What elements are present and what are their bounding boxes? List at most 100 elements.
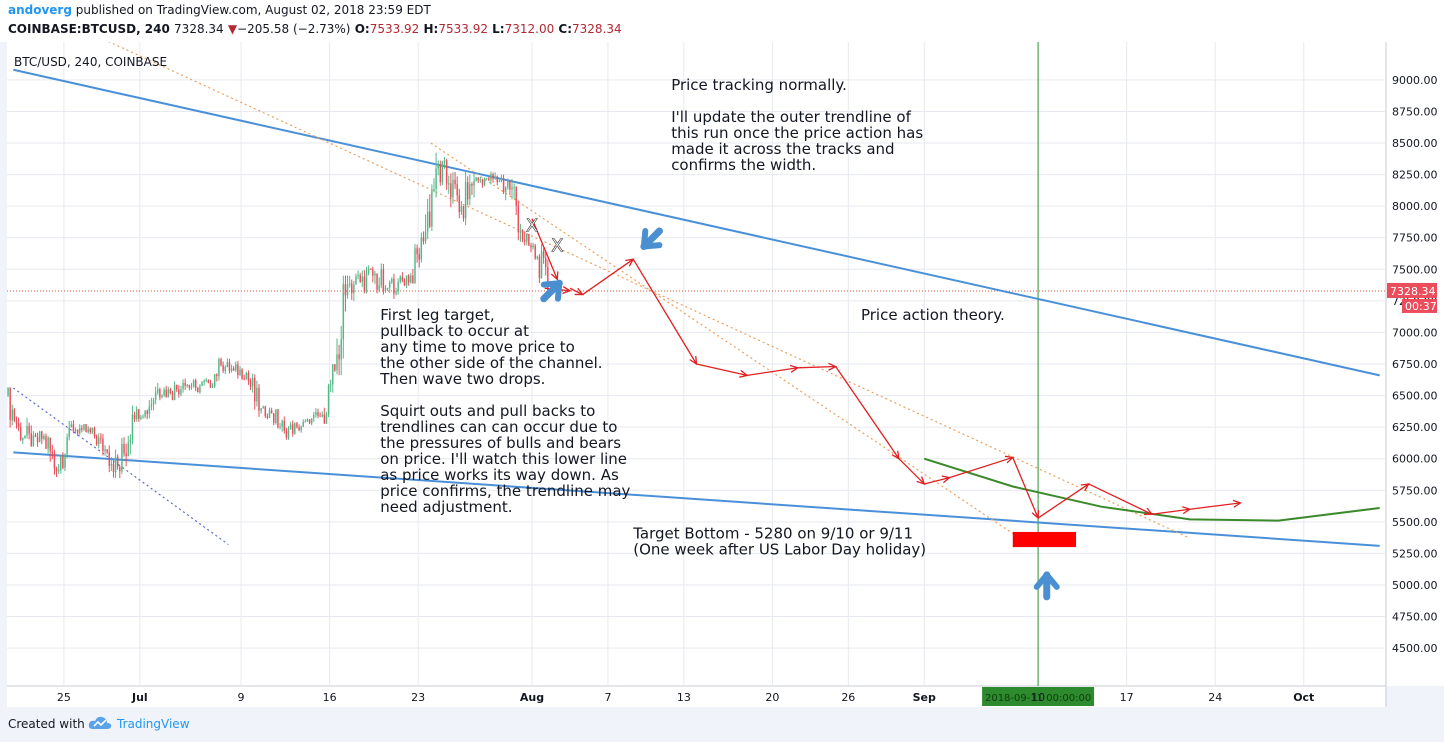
time-axis[interactable] (7, 686, 1386, 707)
candle-body (13, 409, 16, 421)
blue-arrow-up (1033, 571, 1060, 601)
y-tick-label: 7750.00 (1392, 232, 1438, 245)
date-marker-label: 2018-09-11 00:00:00 (985, 693, 1091, 704)
candle-body (304, 421, 307, 423)
candle-body (433, 189, 435, 192)
candle-body (81, 428, 83, 430)
candle-body (308, 419, 311, 424)
candle-body (492, 173, 494, 179)
price-change: −205.58 (−2.73%) (237, 22, 351, 36)
author-link[interactable]: andoverg (8, 3, 72, 17)
candle-body (397, 281, 399, 292)
x-tick-label: 13 (677, 691, 691, 704)
price-chart[interactable]: 2018-09-11 00:00:00 XX Price tracking no… (0, 42, 1444, 707)
candle-body (502, 178, 505, 193)
candle-body (209, 382, 212, 388)
candle-body (380, 269, 383, 286)
candle-body (264, 406, 267, 417)
projection-arrows: XX (526, 215, 1242, 548)
candle-body (469, 183, 471, 200)
candle-body (17, 423, 20, 428)
candle-body (496, 176, 498, 183)
candle-body (490, 173, 492, 181)
candle-body (511, 187, 513, 190)
candle-body (386, 287, 389, 289)
candle-body (182, 382, 184, 389)
annotation-line: price confirms, the trendline may (380, 482, 630, 500)
blue-arrow-up-head (1033, 571, 1060, 590)
chart-title: BTC/USD, 240, COINBASE (14, 55, 167, 69)
candle-body (256, 387, 258, 402)
projected-bottom-curve (923, 457, 1380, 522)
candle-body (224, 366, 226, 371)
y-tick-label: 6000.00 (1392, 453, 1438, 466)
x-tick-label: 9 (238, 691, 245, 704)
tradingview-link[interactable]: TradingView (117, 717, 190, 731)
candle-body (64, 454, 66, 468)
candle-body (188, 384, 191, 388)
blue-arrow-down-left (640, 227, 663, 251)
candle-body (458, 195, 461, 213)
candle-body (140, 417, 142, 419)
candle-body (104, 449, 106, 452)
candle-body (460, 206, 463, 213)
candle-body (45, 435, 47, 449)
candle-body (348, 283, 351, 285)
y-tick-label: 7500.00 (1392, 263, 1438, 276)
candle-body (507, 180, 509, 188)
candle-body (216, 374, 218, 377)
projection-arrow (569, 287, 583, 296)
upper-trendline (13, 68, 1380, 377)
candle-body (34, 435, 37, 437)
symbol-info: COINBASE:BTCUSD, 240 7328.34 ▼−205.58 (−… (8, 22, 622, 36)
footer: Created with TradingView (0, 707, 1444, 742)
tradingview-cloud-icon[interactable] (88, 715, 112, 731)
candle-body (344, 284, 347, 296)
y-tick-label: 6250.00 (1392, 421, 1438, 434)
candle-body (544, 257, 547, 268)
axis-labels: 4500.00 4750.00 5000.00 5250.00 5500.00 5750.… (57, 74, 1438, 704)
candle-body (66, 437, 68, 455)
candle-body (372, 269, 374, 276)
annotation-line: trendlines can can occur due to (380, 418, 617, 436)
projection-arrow (696, 363, 748, 376)
candle-body (154, 392, 157, 400)
candle-body (190, 387, 193, 389)
projection-arrow (1088, 483, 1153, 515)
projection-arrow-head (550, 271, 559, 281)
y-tick-label: 9000.00 (1392, 74, 1438, 87)
candle-body (287, 428, 290, 438)
candle-body (68, 427, 70, 438)
candle-body (159, 389, 161, 398)
candle-body (226, 362, 229, 367)
blue-arrow-up-left-head (540, 280, 563, 302)
candle-body (197, 387, 199, 393)
candles (7, 152, 551, 479)
lower-trendline (13, 451, 1380, 547)
candle-body (275, 409, 277, 423)
candle-body (251, 377, 254, 387)
candle-body (43, 435, 45, 439)
candle-body (359, 275, 361, 282)
y-tick-label: 4750.00 (1392, 611, 1438, 624)
candle-body (538, 256, 541, 279)
candle-body (376, 273, 378, 290)
price-axis[interactable] (1386, 42, 1444, 686)
y-tick-label: 4500.00 (1392, 642, 1438, 655)
candle-body (488, 178, 490, 181)
current-price-label: 7328.34 (1390, 285, 1436, 298)
x-tick-label: Oct (1293, 691, 1314, 704)
target-bottom-marker (1012, 531, 1077, 548)
candle-body (530, 245, 532, 248)
candle-body (429, 211, 431, 227)
annotation-line: made it across the tracks and (671, 140, 894, 158)
candle-body (494, 176, 496, 179)
candle-body (254, 377, 256, 402)
candle-body (321, 414, 323, 417)
annotation-line: Then wave two drops. (379, 370, 545, 388)
candle-body (146, 410, 148, 414)
high-label: H: (423, 22, 439, 36)
candle-body (391, 278, 393, 283)
annotation-target: Target Bottom - 5280 on 9/10 or 9/11 (One… (632, 524, 926, 558)
candle-body (367, 268, 370, 274)
